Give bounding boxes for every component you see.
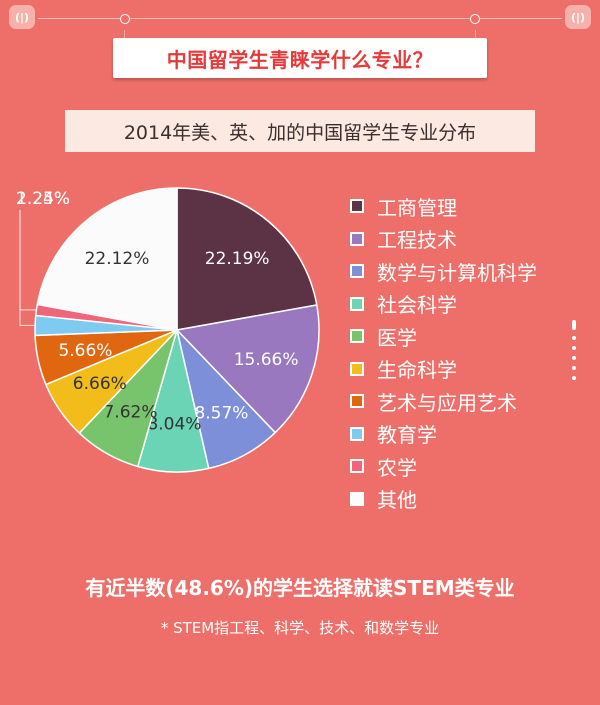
frame-dot-right — [470, 14, 480, 24]
pie-label-8: 1.25% — [16, 189, 70, 209]
legend-swatch-7 — [350, 426, 364, 441]
legend-swatch-6 — [350, 394, 364, 409]
pie-chart: 22.19% 15.66% 8.57%8.04%7.62% 6.66% 5.66% 2.2… — [16, 187, 320, 473]
pie-label-7: 2.24% — [16, 189, 70, 209]
legend-label-3: 社会科学 — [377, 293, 457, 318]
legend-label-8: 农学 — [377, 455, 417, 480]
pie-label-4: 7.62% — [103, 402, 157, 422]
legend-item-0: 工商管理 — [350, 190, 537, 223]
pie-label-2: 8.57% — [194, 403, 248, 423]
legend-item-7: 教育学 — [350, 418, 537, 451]
header-frame-line — [38, 18, 562, 19]
legend-swatch-2 — [350, 264, 364, 279]
legend-label-7: 教育学 — [377, 423, 437, 448]
legend-swatch-4 — [350, 329, 364, 344]
summary-text: 有近半数(48.6%)的学生选择就读STEM类专业 — [85, 576, 515, 600]
pie-slice-1 — [175, 304, 320, 434]
leader-line-8 — [19, 210, 37, 311]
legend-label-0: 工商管理 — [377, 195, 457, 220]
legend-swatch-1 — [350, 231, 364, 246]
legend-item-3: 社会科学 — [350, 288, 537, 321]
pie-label-0: 22.19% — [205, 249, 270, 269]
corner-badge-right: (|) — [565, 5, 591, 29]
legend-item-1: 工程技术 — [350, 223, 537, 256]
legend-swatch-5 — [350, 361, 364, 376]
chart-title: 2014年美、英、加的中国留学生专业分布 — [65, 110, 535, 152]
corner-badge-left: (|) — [9, 5, 35, 29]
pie-slice-0 — [176, 187, 318, 331]
legend-swatch-3 — [350, 296, 364, 311]
legend-swatch-9 — [350, 491, 364, 506]
headline: 中国留学生青睐学什么专业？ — [113, 38, 487, 78]
pie-label-6: 5.66% — [58, 341, 112, 361]
legend-item-5: 生命科学 — [350, 353, 537, 386]
footnote: * STEM指工程、科学、技术、和数学专业 — [160, 619, 440, 637]
legend-item-8: 农学 — [350, 450, 537, 483]
pie-label-3: 8.04% — [147, 415, 201, 435]
legend-label-6: 艺术与应用艺术 — [377, 390, 517, 415]
legend-label-5: 生命科学 — [377, 358, 457, 383]
frame-dot-left — [120, 14, 130, 24]
pie-slice-9 — [36, 187, 178, 331]
legend-label-9: 其他 — [377, 488, 417, 513]
pie-label-5: 6.66% — [73, 374, 127, 394]
leader-line-7 — [19, 210, 36, 326]
scroll-indicator[interactable] — [572, 320, 578, 386]
legend-item-9: 其他 — [350, 483, 537, 516]
legend-item-2: 数学与计算机科学 — [350, 255, 537, 288]
legend-swatch-0 — [350, 199, 364, 214]
legend-label-4: 医学 — [377, 325, 417, 350]
legend-item-6: 艺术与应用艺术 — [350, 385, 537, 418]
chart-legend: 工商管理工程技术数学与计算机科学 社会科学医学生命科学艺术与应用艺术 教育学农学其他 — [350, 190, 537, 515]
legend-label-1: 工程技术 — [377, 228, 457, 253]
legend-label-2: 数学与计算机科学 — [377, 260, 537, 285]
legend-item-4: 医学 — [350, 320, 537, 353]
pie-label-1: 15.66% — [234, 350, 299, 370]
legend-swatch-8 — [350, 459, 364, 474]
pie-label-9: 22.12% — [85, 249, 150, 269]
